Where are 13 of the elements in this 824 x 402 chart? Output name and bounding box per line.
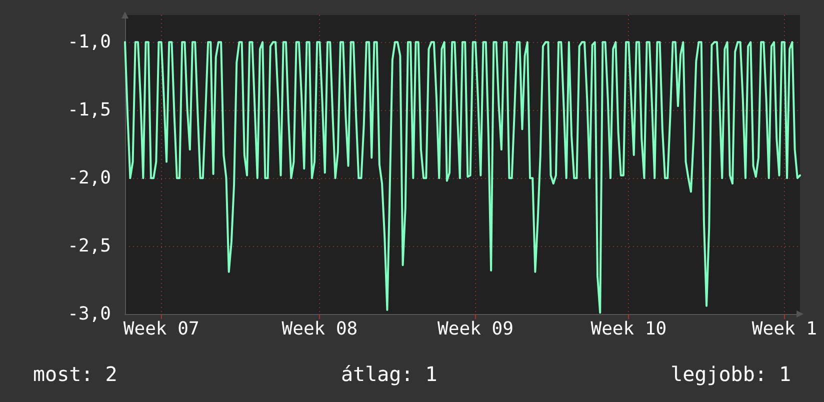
x-tick-label: Week 08: [282, 318, 358, 340]
y-tick-label: -3,0: [68, 304, 111, 324]
text: most: 2: [33, 362, 118, 386]
y-tick-label: -2,5: [68, 236, 111, 257]
y-tick-label: -1,5: [68, 100, 111, 121]
x-tick-label: Week 10: [590, 318, 667, 340]
x-tick-label: Week 1: [752, 318, 817, 340]
text: legjobb: 1: [670, 362, 792, 386]
y-tick-label: -2,0: [68, 168, 111, 189]
x-tick-label: Week 07: [123, 318, 200, 340]
x-tick-label: Week 09: [438, 318, 514, 340]
text: átlag: 1: [341, 362, 438, 386]
y-tick-label: -1,0: [68, 32, 111, 53]
